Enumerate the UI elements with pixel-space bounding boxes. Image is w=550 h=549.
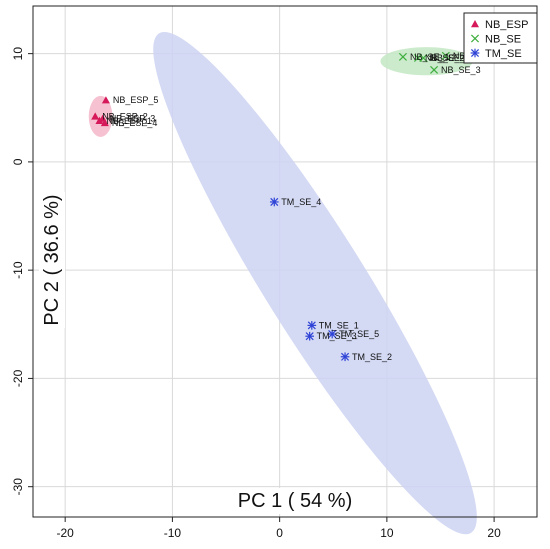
legend-label: TM_SE xyxy=(485,48,522,60)
x-tick-label: 20 xyxy=(487,526,501,540)
plot-frame xyxy=(32,5,538,518)
point-nb-esp-1 xyxy=(95,116,104,124)
ellipse-nb-esp xyxy=(88,95,113,137)
point-label: NB_SE_2 xyxy=(425,53,465,63)
legend-marker-nb-esp xyxy=(471,20,479,28)
point-label: NB_SE_1 xyxy=(410,52,450,62)
x-axis-label-background xyxy=(233,488,357,514)
point-tm-se-5 xyxy=(327,329,337,339)
point-label: NB_SE_5 xyxy=(430,53,470,63)
point-label: TM_SE_2 xyxy=(352,352,392,362)
confidence-ellipses xyxy=(88,31,477,535)
y-tick-label: 0 xyxy=(11,158,25,165)
x-tick-label: 10 xyxy=(380,526,394,540)
point-label: TM_SE_1 xyxy=(319,320,359,330)
point-nb-se-1 xyxy=(398,52,407,61)
point-label: TM_SE_3 xyxy=(317,331,357,341)
legend-label: NB_SE xyxy=(485,34,521,46)
y-axis-title: PC 2 ( 36.6 %) xyxy=(41,194,63,325)
y-tick-label: 10 xyxy=(11,47,25,61)
legend-label: NB_ESP xyxy=(485,19,528,31)
point-nb-se-5 xyxy=(419,53,428,62)
legend-marker-nb-se xyxy=(470,34,480,43)
point-nb-esp-4 xyxy=(100,118,109,127)
point-label: NB_ESP_4 xyxy=(112,118,158,128)
data-points xyxy=(91,51,450,362)
point-nb-esp-5 xyxy=(101,96,110,104)
x-tick-label: -10 xyxy=(164,526,182,540)
point-label: NB_ESP_3 xyxy=(110,114,156,124)
ellipse-tm-se xyxy=(153,31,477,535)
point-label: NB_ESP_2 xyxy=(102,111,148,121)
point-nb-se-3 xyxy=(430,65,439,74)
point-label: NB_ESP_5 xyxy=(113,95,159,105)
point-tm-se-4 xyxy=(269,197,279,207)
point-tm-se-2 xyxy=(340,352,350,362)
y-tick-label: -20 xyxy=(11,369,25,387)
y-axis-label-background xyxy=(39,192,65,328)
point-nb-se-4 xyxy=(441,51,450,60)
point-tm-se-3 xyxy=(305,331,314,341)
x-tick-label: 0 xyxy=(276,526,283,540)
point-label: TM_SE_5 xyxy=(339,329,379,339)
y-tick-label: -10 xyxy=(11,261,25,279)
x-axis-title: PC 1 ( 54 %) xyxy=(238,490,352,512)
point-nb-esp-2 xyxy=(91,112,100,120)
y-tick-label: -30 xyxy=(11,478,25,496)
legend: NB_ESP NB_SE TM_SE xyxy=(463,12,538,64)
point-label: NB_SE_3 xyxy=(441,65,481,75)
point-label: TM_SE_4 xyxy=(281,197,321,207)
axis-ticks: -20 -10 0 10 20 -30 -20 -10 0 10 xyxy=(11,47,501,540)
legend-marker-tm-se xyxy=(470,48,480,58)
point-tm-se-1 xyxy=(307,321,317,330)
x-tick-label: -20 xyxy=(56,526,74,540)
point-label: NB_ESP_1 xyxy=(106,116,152,126)
